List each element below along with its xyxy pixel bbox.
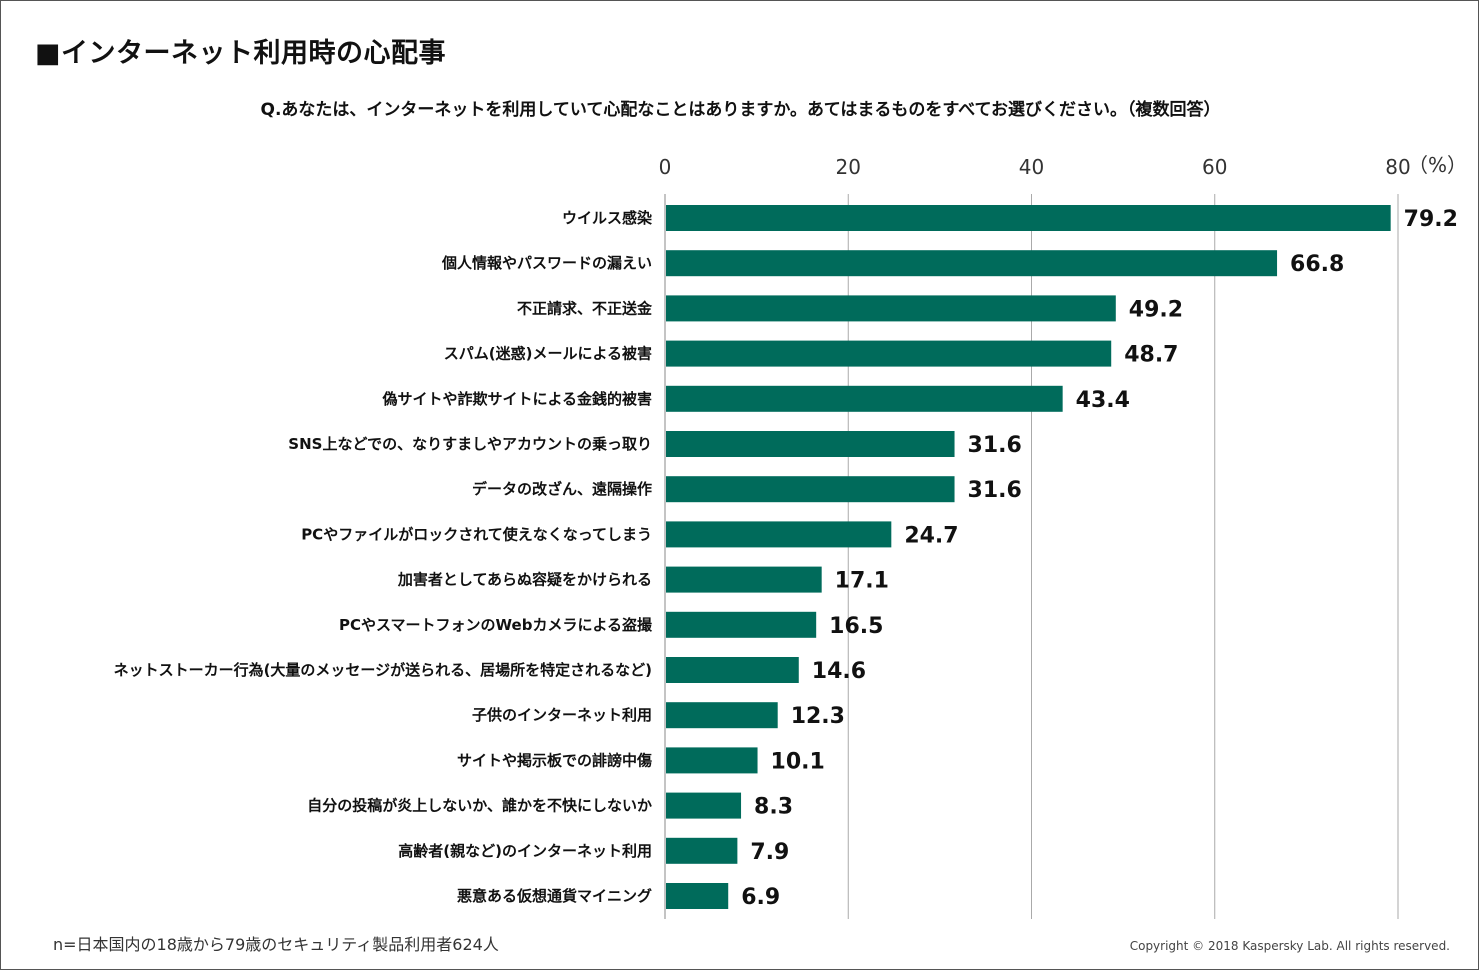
value-label: 79.2 [1404,207,1458,232]
x-tick-label: 40 [1019,155,1044,179]
value-label: 48.7 [1124,343,1178,368]
bar [666,611,817,638]
bar [666,657,799,683]
survey-question: Q.あなたは、インターネットを利用していて心配なことはありますか。あてはまるもの… [260,100,1221,120]
category-label: 悪意ある仮想通貨マイニング [457,887,652,905]
value-label: 66.8 [1290,252,1344,277]
value-label: 43.4 [1076,388,1130,413]
category-label: PCやスマートフォンのWebカメラによる盗撮 [339,616,653,634]
value-label: 12.3 [791,704,845,729]
value-label: 17.1 [835,569,889,594]
category-label: 偽サイトや詐欺サイトによる金銭的被害 [381,390,652,408]
value-label: 14.6 [812,659,866,684]
bar [666,295,1116,322]
category-label: 高齢者(親など)のインターネット利用 [398,842,652,860]
value-label: 7.9 [750,840,789,865]
bar [666,250,1278,277]
category-label: 子供のインターネット利用 [472,706,652,724]
category-label: サイトや掲示板での誹謗中傷 [457,751,652,769]
bar [666,340,1112,367]
x-tick-label: 60 [1202,155,1227,179]
value-label: 31.6 [968,433,1022,458]
bar [666,476,955,503]
bar [666,792,742,819]
bar [666,883,729,909]
bar [666,205,1391,231]
bar [666,566,822,593]
bar [666,747,758,774]
sample-note: n=日本国内の18歳から79歳のセキュリティ製品利用者624人 [53,935,499,954]
chart-title: ■インターネット利用時の心配事 [35,38,447,69]
bar [666,521,892,548]
value-label: 8.3 [754,795,793,820]
copyright-text: Copyright © 2018 Kaspersky Lab. All righ… [1129,939,1450,953]
category-label: ウイルス感染 [562,209,653,227]
bar [666,385,1063,412]
category-label: ネットストーカー行為(大量のメッセージが送られる、居場所を特定されるなど) [114,661,652,679]
bar [666,702,778,729]
x-axis-unit: （%） [1408,153,1467,177]
x-tick-label: 0 [659,155,672,179]
value-label: 16.5 [829,614,883,639]
value-label: 6.9 [741,885,780,910]
category-label: SNS上などでの、なりすましやアカウントの乗っ取り [288,435,652,453]
category-label: 個人情報やパスワードの漏えい [441,254,652,272]
value-label: 31.6 [968,478,1022,503]
value-label: 24.7 [904,523,958,548]
value-label: 49.2 [1129,297,1183,322]
category-label: PCやファイルがロックされて使えなくなってしまう [301,525,652,543]
category-label: スパム(迷惑)メールによる被害 [444,345,652,363]
value-label: 10.1 [771,749,825,774]
category-label: 加害者としてあらぬ容疑をかけられる [397,571,652,589]
category-label: 不正請求、不正送金 [517,299,653,317]
bar [666,431,955,457]
category-label: データの改ざん、遠隔操作 [472,480,652,498]
x-tick-label: 20 [836,155,861,179]
bar [666,837,738,864]
x-tick-label: 80 [1385,155,1410,179]
category-label: 自分の投稿が炎上しないか、誰かを不快にしないか [307,797,652,815]
